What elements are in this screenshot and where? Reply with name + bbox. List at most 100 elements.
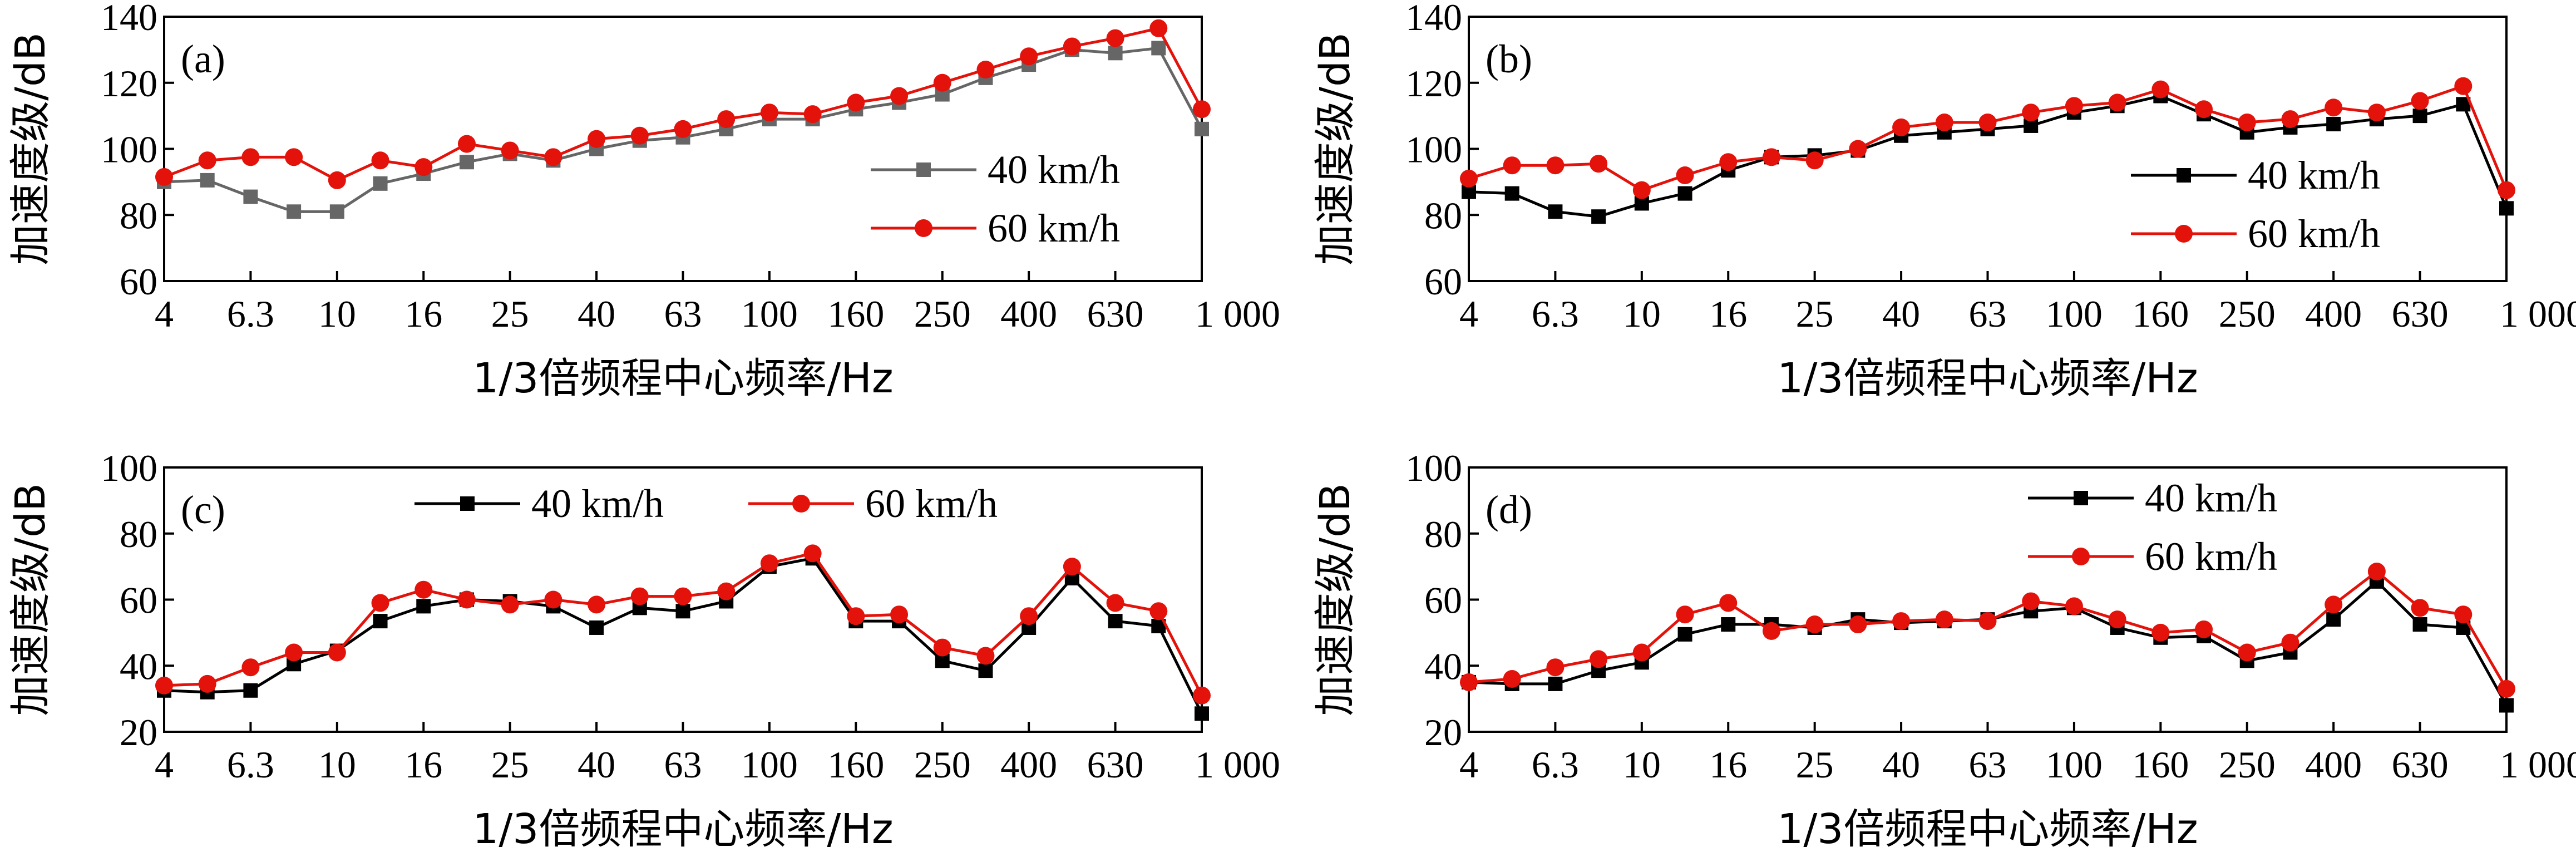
data-point — [1676, 166, 1694, 184]
x-tick-label: 630 — [1087, 743, 1144, 786]
x-tick-label: 1 000 — [2500, 743, 2576, 786]
y-tick-label: 60 — [1424, 260, 1462, 303]
data-point — [890, 605, 909, 624]
data-point — [1020, 607, 1038, 625]
data-point — [1063, 558, 1081, 576]
data-point — [1151, 41, 1166, 56]
data-point — [328, 643, 346, 662]
data-point — [2022, 592, 2040, 610]
data-point — [2367, 104, 2386, 122]
data-point — [2195, 100, 2213, 119]
data-point — [2281, 110, 2299, 129]
legend-label: 40 km/h — [988, 147, 1120, 192]
data-point — [155, 676, 173, 695]
x-tick-label: 63 — [1969, 743, 2007, 786]
legend-marker — [792, 495, 810, 513]
legend-marker — [2177, 168, 2191, 183]
data-point — [1676, 605, 1694, 624]
data-point — [1106, 594, 1124, 612]
y-tick-label: 40 — [1424, 645, 1462, 687]
data-point — [2411, 92, 2429, 110]
x-tick-label: 160 — [827, 743, 884, 786]
y-tick-label: 60 — [120, 579, 157, 622]
legend-marker — [2074, 491, 2088, 505]
x-tick-label: 6.3 — [227, 293, 274, 335]
data-point — [1195, 706, 1209, 721]
x-tick-label: 630 — [2392, 743, 2449, 786]
data-point — [1548, 676, 1563, 691]
data-point — [976, 647, 995, 665]
data-point — [1719, 153, 1738, 171]
y-tick-label: 60 — [120, 260, 157, 303]
data-point — [1632, 181, 1651, 199]
data-point — [373, 614, 388, 629]
data-point — [760, 554, 778, 573]
x-tick-label: 63 — [664, 293, 702, 335]
data-point — [1193, 100, 1211, 119]
panel-label: (b) — [1486, 37, 1532, 81]
data-point — [2281, 633, 2299, 652]
panel-a: 60 80 100 120 140 4 6.3 10 16 25 40 63 100 160 250 400 6… — [7, 0, 1280, 402]
data-point — [760, 104, 778, 122]
y-tick-label: 100 — [1405, 129, 1462, 171]
data-point — [416, 599, 431, 614]
data-point — [198, 151, 216, 170]
x-tick-label: 10 — [318, 743, 356, 786]
x-tick-label: 160 — [2132, 293, 2189, 335]
x-tick-label: 25 — [1796, 293, 1834, 335]
data-point — [589, 620, 604, 635]
data-point — [414, 580, 433, 599]
data-point — [630, 587, 649, 605]
data-point — [1195, 121, 1209, 136]
data-point — [1591, 209, 1606, 224]
legend-label: 40 km/h — [531, 481, 664, 526]
x-tick-label: 160 — [827, 293, 884, 335]
data-point — [2238, 643, 2256, 662]
data-point — [2326, 612, 2341, 627]
x-tick-label: 100 — [741, 293, 798, 335]
x-tick-label: 630 — [2392, 293, 2449, 335]
data-point — [2412, 617, 2427, 632]
x-tick-label: 250 — [914, 293, 971, 335]
data-point — [1590, 650, 1608, 668]
x-tick-label: 10 — [1623, 743, 1661, 786]
data-point — [1503, 670, 1521, 688]
series-a-2 — [155, 19, 1211, 189]
data-point — [1504, 186, 1519, 201]
data-point — [717, 582, 736, 600]
x-tick-label: 40 — [1882, 743, 1920, 786]
data-point — [1460, 673, 1478, 691]
x-tick-label: 16 — [1709, 743, 1747, 786]
data-point — [1063, 37, 1081, 56]
data-point — [933, 73, 951, 92]
x-tick-label: 4 — [1459, 743, 1478, 786]
legend-label: 60 km/h — [2248, 211, 2380, 256]
data-point — [1149, 602, 1168, 620]
legend-marker — [916, 162, 931, 177]
y-axis-title: 加速度级/dB — [1311, 483, 1359, 716]
y-axis-title: 加速度级/dB — [7, 483, 55, 716]
data-point — [501, 141, 519, 160]
data-point — [544, 590, 562, 609]
data-point — [2454, 605, 2473, 624]
panel-label: (d) — [1486, 487, 1532, 532]
data-point — [459, 155, 474, 170]
data-point — [847, 93, 865, 112]
x-tick-label: 400 — [1000, 743, 1057, 786]
data-point — [241, 658, 260, 677]
x-tick-label: 10 — [1623, 293, 1661, 335]
data-point — [1762, 148, 1780, 166]
data-point — [1935, 610, 1953, 629]
panel-c: 20 40 60 80 100 4 6.3 10 16 25 40 63 100 160 250 400 630… — [7, 447, 1280, 853]
panel-label: (c) — [181, 487, 225, 532]
x-tick-label: 1 000 — [1195, 743, 1280, 786]
panel-b: 60 80 100 120 140 4 6.3 10 16 25 40 63 100 160 250 400 6… — [1311, 0, 2576, 402]
y-tick-label: 100 — [101, 129, 157, 171]
x-tick-label: 1 000 — [1195, 293, 1280, 335]
data-point — [1849, 615, 1867, 634]
data-point — [933, 638, 951, 657]
x-tick-label: 40 — [578, 743, 615, 786]
data-point — [1106, 29, 1124, 47]
data-point — [2238, 114, 2256, 131]
x-tick-label: 40 — [578, 293, 615, 335]
